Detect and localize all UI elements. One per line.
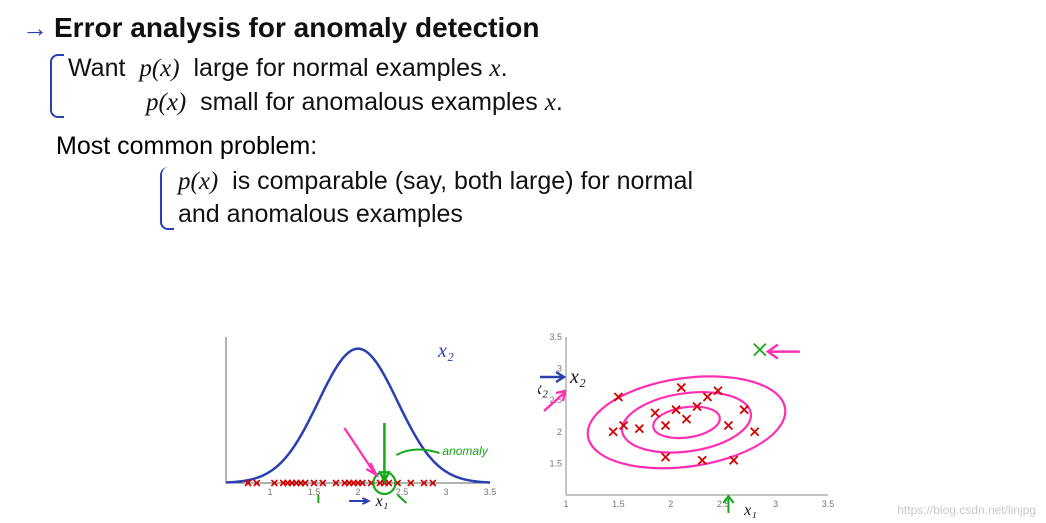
svg-text:3.5: 3.5 — [549, 332, 562, 342]
svg-text:3.5: 3.5 — [484, 487, 497, 497]
bracket-left — [50, 54, 64, 118]
svg-text:3: 3 — [443, 487, 448, 497]
svg-text:1: 1 — [267, 487, 272, 497]
problem-block: p(x) is comparable (say, both large) for… — [158, 165, 1026, 233]
problem-rest-1: is comparable (say, both large) for norm… — [232, 167, 693, 195]
svg-text:3.5: 3.5 — [822, 499, 835, 509]
slide-title: Error analysis for anomaly detection — [54, 12, 540, 44]
x-2: x — [545, 89, 556, 116]
bracket-left-2 — [160, 167, 174, 231]
svg-text:anomaly: anomaly — [442, 444, 488, 458]
svg-text:1: 1 — [563, 499, 568, 509]
want-line-1: Want p(x) large for normal examples x. — [68, 52, 1026, 86]
problem-line-2: and anomalous examples — [178, 198, 1026, 232]
svg-text:1.5: 1.5 — [549, 458, 562, 468]
watermark: https://blog.csdn.net/linjpg — [897, 503, 1036, 517]
svg-text:x₁: x₁ — [743, 502, 757, 519]
want-block: Want p(x) large for normal examples x. p… — [48, 52, 1026, 120]
period-1: . — [501, 54, 508, 82]
svg-text:x₂: x₂ — [569, 366, 586, 388]
problem-line-1: p(x) is comparable (say, both large) for… — [178, 165, 1026, 199]
px-3: p(x) — [178, 168, 218, 195]
px-2: p(x) — [146, 89, 186, 116]
svg-text:2: 2 — [668, 499, 673, 509]
problem-rest-2: and anomalous examples — [178, 200, 463, 228]
svg-text:2: 2 — [355, 487, 360, 497]
svg-text:3: 3 — [773, 499, 778, 509]
title-row: → Error analysis for anomaly detection — [22, 12, 1026, 44]
svg-text:x₂: x₂ — [437, 340, 454, 362]
gaussian-plot: 11.522.533.5anomalyx₂x₁ — [208, 329, 498, 509]
subhead: Most common problem: — [56, 132, 1026, 161]
period-2: . — [556, 88, 563, 116]
arrow-icon: → — [22, 13, 48, 44]
want-rest-2: small for anomalous examples — [200, 88, 538, 116]
px-1: p(x) — [139, 55, 179, 82]
diagrams: 11.522.533.5anomalyx₂x₁ 11.522.533.51.52… — [0, 329, 1046, 519]
svg-text:1.5: 1.5 — [612, 499, 625, 509]
want-line-2: p(x) small for anomalous examples x. — [68, 86, 1026, 120]
svg-text:2: 2 — [557, 427, 562, 437]
x-1: x — [489, 55, 500, 82]
want-rest-1: large for normal examples — [193, 54, 482, 82]
want-lead: Want — [68, 54, 125, 82]
svg-text:x₁: x₁ — [375, 493, 389, 509]
scatter-plot: 11.522.533.51.522.533.5x₂x₁ — [538, 329, 838, 519]
